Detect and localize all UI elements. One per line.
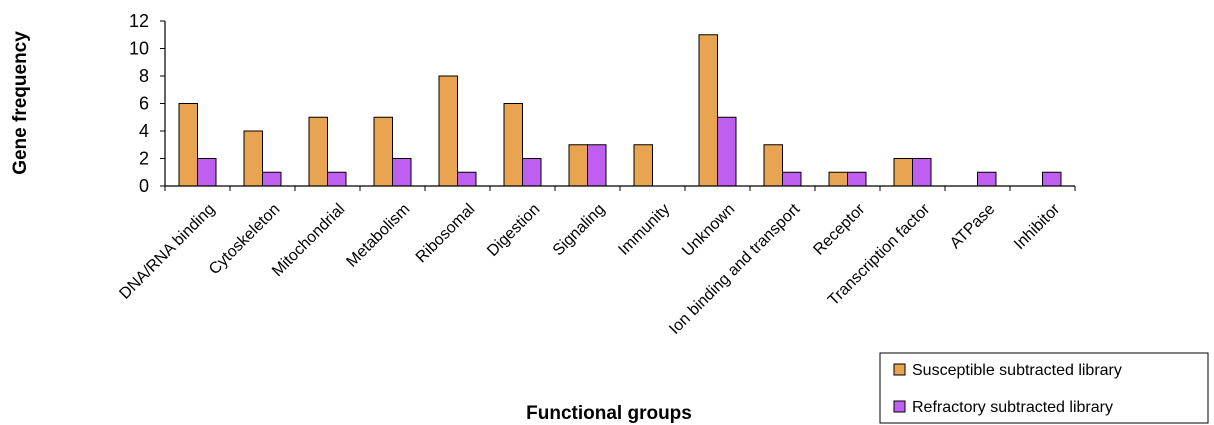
legend-swatch-refractory — [893, 400, 906, 413]
bar-susceptible — [178, 103, 198, 187]
x-ticks: DNA/RNA bindingCytoskeletonMitochondrial… — [116, 186, 1076, 338]
bar-susceptible — [763, 144, 783, 187]
bar-refractory — [522, 158, 542, 187]
bar-susceptible — [503, 103, 523, 187]
category-label: Immunity — [615, 201, 673, 259]
category-label: DNA/RNA binding — [116, 201, 218, 303]
bar-susceptible — [568, 144, 588, 187]
bar-refractory — [587, 144, 607, 187]
legend-label-refractory: Refractory subtracted library — [912, 399, 1113, 416]
bar-refractory — [392, 158, 412, 187]
plot-area — [178, 34, 1062, 187]
bar-susceptible — [893, 158, 913, 187]
y-tick-label: 8 — [139, 66, 149, 86]
category-label: Signaling — [550, 201, 609, 260]
y-tick-label: 10 — [129, 39, 149, 59]
category-label: Ribosomal — [413, 201, 478, 266]
bar-refractory — [197, 158, 217, 187]
bar-refractory — [1042, 171, 1062, 187]
legend: Susceptible subtracted library Refractor… — [879, 352, 1209, 424]
y-ticks: 0 2 4 6 8 10 12 — [129, 11, 165, 196]
legend-swatch-susceptible — [893, 363, 906, 376]
bar-refractory — [717, 116, 737, 187]
category-label: Digestion — [484, 201, 543, 260]
bar-susceptible — [438, 75, 458, 187]
category-label: Inhibitor — [1011, 200, 1064, 253]
y-tick-label: 12 — [129, 11, 149, 31]
bar-refractory — [262, 171, 282, 187]
bar-refractory — [327, 171, 347, 187]
bar-susceptible — [308, 116, 328, 187]
legend-box — [879, 352, 1209, 424]
bar-susceptible — [373, 116, 393, 187]
category-label: ATPase — [947, 201, 998, 252]
bar-refractory — [847, 171, 867, 187]
category-label: Receptor — [810, 200, 868, 258]
bar-susceptible — [828, 171, 848, 187]
bar-refractory — [912, 158, 932, 187]
y-tick-label: 0 — [139, 176, 149, 196]
x-axis-title: Functional groups — [526, 403, 692, 424]
legend-label-susceptible: Susceptible subtracted library — [912, 362, 1122, 379]
y-axis-title: Gene frequency — [10, 31, 31, 175]
category-label: Unknown — [679, 201, 738, 260]
bar-susceptible — [633, 144, 653, 187]
y-tick-label: 4 — [139, 121, 149, 141]
bar-susceptible — [698, 34, 718, 187]
bar-susceptible — [243, 130, 263, 187]
y-tick-label: 6 — [139, 94, 149, 114]
category-label: Metabolism — [343, 201, 413, 271]
bar-refractory — [782, 171, 802, 187]
category-label: Ion binding and transport — [666, 200, 804, 338]
bar-refractory — [457, 171, 477, 187]
bar-refractory — [977, 171, 997, 187]
y-tick-label: 2 — [139, 149, 149, 169]
